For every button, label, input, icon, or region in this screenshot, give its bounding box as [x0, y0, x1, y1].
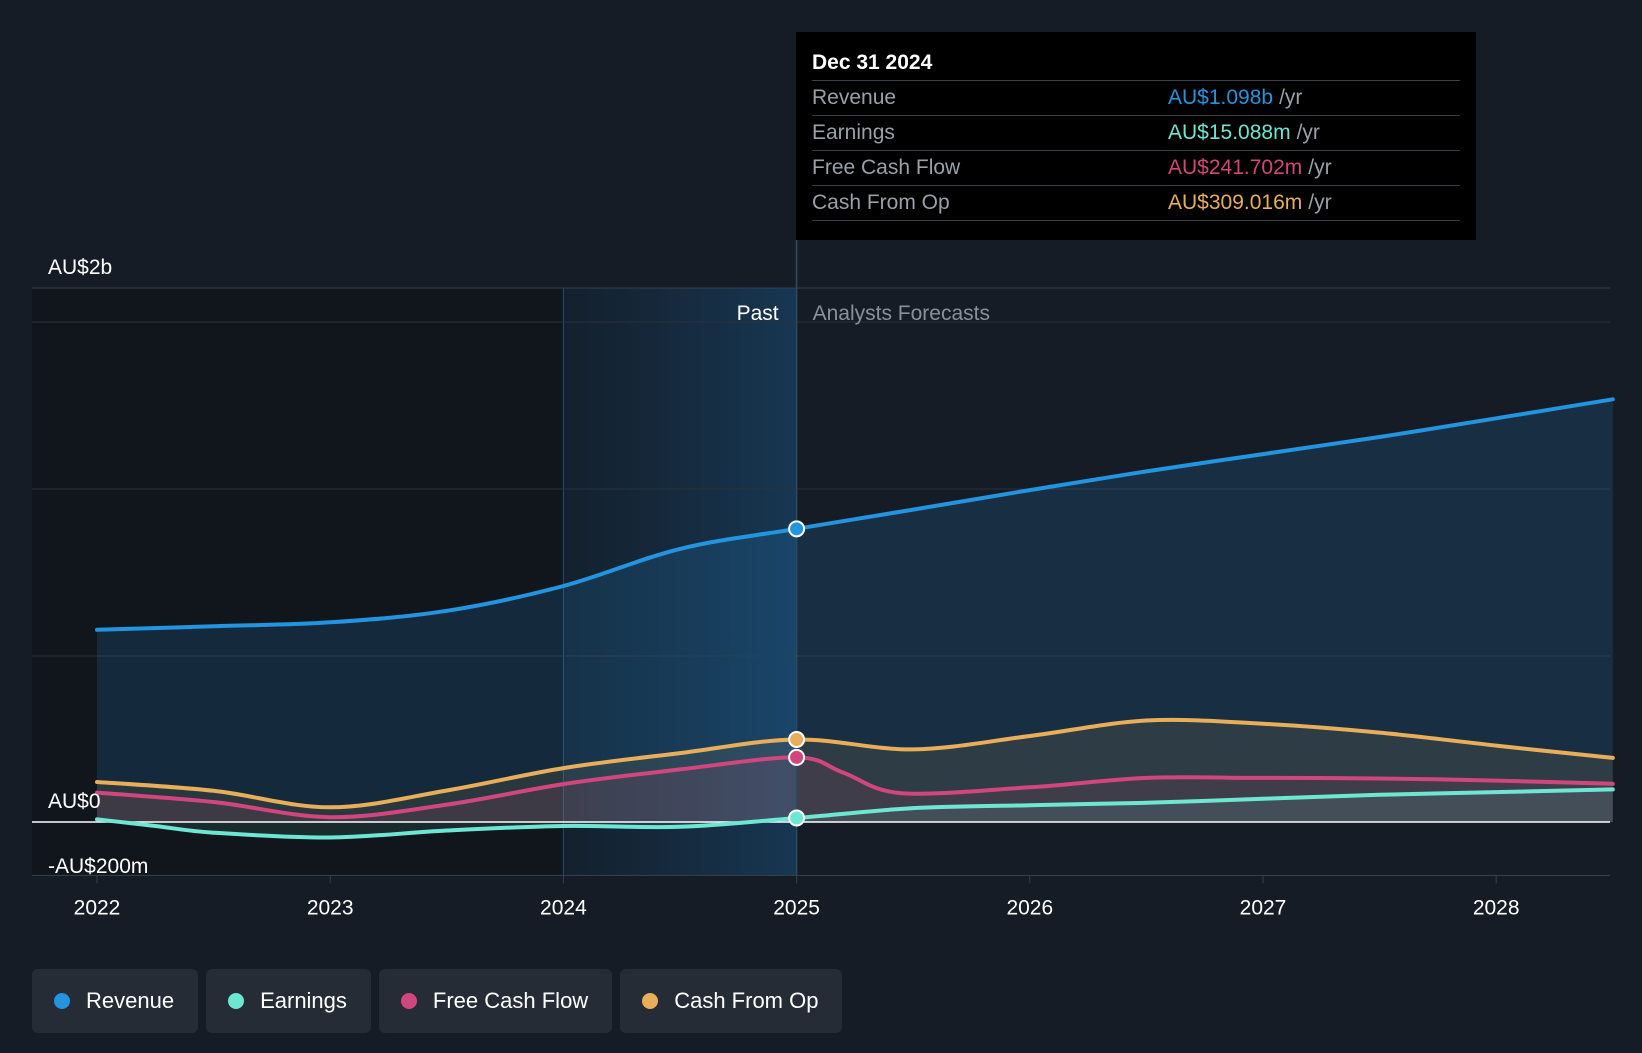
marker-earnings	[788, 809, 806, 827]
area-free-cash-flow	[97, 757, 1613, 822]
legend-label: Earnings	[260, 988, 347, 1013]
x-tick-label: 2027	[1240, 896, 1287, 919]
tooltip-unit: /yr	[1308, 191, 1332, 214]
region-label-forecast: Analysts Forecasts	[813, 302, 990, 325]
tooltip-label: Revenue	[812, 86, 897, 109]
x-tick-label: 2024	[540, 896, 587, 919]
legend-dot-icon	[54, 993, 70, 1009]
y-label-top: AU$2b	[48, 256, 112, 279]
x-tick-label: 2026	[1006, 896, 1053, 919]
legend-dot-icon	[400, 993, 417, 1009]
tooltip-unit: /yr	[1296, 121, 1320, 144]
tooltip-label: Earnings	[812, 121, 895, 144]
marker-cash-from-op	[788, 730, 806, 748]
tooltip-value: AU$241.702m	[1168, 156, 1303, 179]
tooltip-unit: /yr	[1279, 86, 1303, 109]
tooltip-row-cash-from-op: Cash From Op AU$309.016m /yr	[812, 185, 1460, 221]
tooltip-value: AU$309.016m	[1168, 191, 1303, 214]
legend-item-cash-from-op[interactable]: Cash From Op	[620, 969, 843, 1033]
marker-revenue	[788, 520, 806, 538]
legend-label: Free Cash Flow	[432, 988, 589, 1013]
legend-item-free-cash-flow[interactable]: Free Cash Flow	[378, 969, 613, 1033]
x-tick-label: 2023	[307, 896, 354, 919]
tooltip-label: Free Cash Flow	[812, 156, 961, 179]
legend-dot-icon	[642, 993, 659, 1009]
tooltip-row-revenue: Revenue AU$1.098b /yr	[812, 80, 1460, 115]
tooltip-unit: /yr	[1308, 156, 1332, 179]
tooltip-row-earnings: Earnings AU$15.088m /yr	[812, 115, 1460, 150]
area-revenue	[97, 399, 1613, 822]
chart-legend: Revenue Earnings Free Cash Flow Cash Fro…	[32, 969, 843, 1033]
tooltip-value: AU$15.088m	[1168, 121, 1291, 144]
x-tick-label: 2022	[74, 896, 121, 919]
y-label-bottom: -AU$200m	[48, 855, 148, 878]
chart-tooltip: Dec 31 2024 Revenue AU$1.098b /yr Earnin…	[796, 32, 1476, 240]
legend-dot-icon	[228, 993, 245, 1009]
legend-item-earnings[interactable]: Earnings	[206, 969, 371, 1033]
marker-free-cash-flow	[788, 748, 806, 766]
legend-label: Revenue	[86, 988, 175, 1013]
tooltip-label: Cash From Op	[812, 191, 950, 214]
line-cash-from-op	[95, 717, 1615, 810]
region-label-past: Past	[737, 302, 779, 325]
line-free-cash-flow	[95, 755, 1615, 820]
tooltip-row-free-cash-flow: Free Cash Flow AU$241.702m /yr	[812, 150, 1460, 185]
legend-item-revenue[interactable]: Revenue	[32, 969, 199, 1033]
area-cash-from-op	[97, 719, 1613, 822]
legend-label: Cash From Op	[674, 988, 819, 1013]
x-tick-label: 2025	[773, 896, 820, 919]
line-earnings	[95, 787, 1615, 840]
line-revenue	[95, 397, 1615, 632]
y-label-zero: AU$0	[48, 790, 101, 813]
tooltip-date: Dec 31 2024	[812, 51, 933, 74]
tooltip-value: AU$1.098b	[1168, 86, 1274, 109]
x-tick-label: 2028	[1473, 896, 1520, 919]
